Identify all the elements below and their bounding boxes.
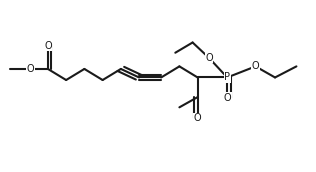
Text: O: O [252, 61, 259, 71]
Text: O: O [223, 93, 231, 103]
Text: O: O [44, 41, 52, 51]
Text: O: O [27, 64, 34, 74]
Text: P: P [224, 72, 230, 82]
Text: O: O [205, 53, 213, 63]
Text: O: O [194, 113, 202, 123]
